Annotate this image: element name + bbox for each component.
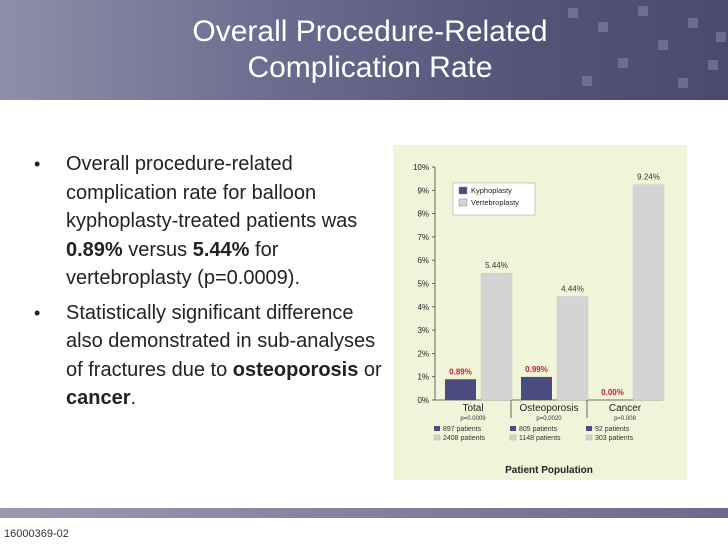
bullet-dot-icon: • xyxy=(34,154,41,174)
patients-swatch xyxy=(433,434,441,441)
patients-swatch xyxy=(510,426,516,431)
x-axis-title: Patient Population xyxy=(505,465,593,476)
bullet-dot-icon: • xyxy=(34,302,41,323)
slide-header: Overall Procedure-Related Complication R… xyxy=(0,0,728,100)
title-line-1: Overall Procedure-Related xyxy=(192,15,548,48)
patients-count: 897 patients xyxy=(443,426,482,433)
category-pvalue: p=0.008 xyxy=(614,416,637,422)
category-label: Osteoporosis xyxy=(520,403,579,414)
bullet-list: • Overall procedure-related complication… xyxy=(30,150,390,419)
bar-kyphoplasty-osteoporosis xyxy=(521,376,552,400)
patients-count: 92 patients xyxy=(595,426,630,433)
y-tick-label: 4% xyxy=(417,303,429,312)
bullet-1-part-5: for vertebroplasty (p=0.0009). xyxy=(66,238,301,290)
legend-label: Kyphoplasty xyxy=(471,186,512,195)
patients-count: 1148 patients xyxy=(519,435,561,442)
legend-label: Vertebroplasty xyxy=(471,198,519,207)
data-label: 9.24% xyxy=(637,173,660,182)
bar-vertebroplasty-total xyxy=(480,272,513,401)
data-label: 0.89% xyxy=(449,367,472,376)
chart-panel: 0% 1% 2% 3% 4% 5% 6% 7% 8% 9% 10% 0.89% 5.44% Total p=… xyxy=(393,145,687,480)
data-label: 0.99% xyxy=(525,365,548,374)
category-label: Total xyxy=(462,403,483,414)
slide-title: Overall Procedure-Related Complication R… xyxy=(120,14,620,86)
y-tick-label: 2% xyxy=(417,349,429,358)
bullet-item-2: • Statistically significant difference a… xyxy=(30,299,390,413)
patients-swatch xyxy=(585,434,593,441)
bullet-2-osteoporosis: osteoporosis xyxy=(232,358,359,381)
header-decoration xyxy=(538,0,728,100)
bullet-item-1: • Overall procedure-related complication… xyxy=(30,150,390,293)
y-tick-label: 0% xyxy=(417,396,429,405)
y-tick-label: 8% xyxy=(417,210,429,219)
y-tick-label: 7% xyxy=(417,233,429,242)
patients-count: 2408 patients xyxy=(443,435,486,442)
patients-count: 805 patients xyxy=(519,426,558,433)
y-tick-label: 10% xyxy=(413,163,429,172)
bar-vertebroplasty-cancer xyxy=(632,184,665,401)
patients-swatch xyxy=(434,426,440,431)
footer-bar xyxy=(0,508,728,518)
bullet-2-cancer: cancer xyxy=(66,387,131,409)
patients-swatch xyxy=(586,426,592,431)
data-label: 0.00% xyxy=(601,388,624,397)
bullet-2-part-5: . xyxy=(130,387,137,409)
y-tick-label: 5% xyxy=(417,280,429,289)
patients-swatch xyxy=(509,434,517,441)
y-tick-label: 6% xyxy=(417,256,429,265)
legend-swatch xyxy=(458,198,468,207)
bullet-1-vertebroplasty-rate: 5.44% xyxy=(192,238,250,261)
y-tick-label: 9% xyxy=(417,186,429,195)
bullet-2-part-3: or xyxy=(358,358,382,381)
bullet-1-part-3: versus xyxy=(122,238,193,261)
y-tick-label: 1% xyxy=(417,373,429,382)
y-tick-label: 3% xyxy=(417,326,429,335)
data-label: 4.44% xyxy=(561,285,584,294)
legend-swatch xyxy=(458,186,468,195)
bar-kyphoplasty-total xyxy=(445,379,476,400)
category-label: Cancer xyxy=(609,403,642,414)
bullet-2-part-1: Statistically significant difference als… xyxy=(66,301,376,381)
title-line-2: Complication Rate xyxy=(247,51,493,84)
bar-vertebroplasty-osteoporosis xyxy=(556,296,589,401)
patients-count: 303 patients xyxy=(595,435,634,442)
complication-rate-chart: 0% 1% 2% 3% 4% 5% 6% 7% 8% 9% 10% 0.89% 5.44% Total p=… xyxy=(413,163,665,476)
data-label: 5.44% xyxy=(485,261,508,270)
category-pvalue: p=0.0009 xyxy=(460,416,486,422)
slide-id: 16000369-02 xyxy=(4,528,69,540)
category-pvalue: p=0.0020 xyxy=(536,416,562,422)
bullet-1-kyphoplasty-rate: 0.89% xyxy=(66,238,123,261)
bullet-1-part-1: Overall procedure-related complication r… xyxy=(66,153,358,232)
